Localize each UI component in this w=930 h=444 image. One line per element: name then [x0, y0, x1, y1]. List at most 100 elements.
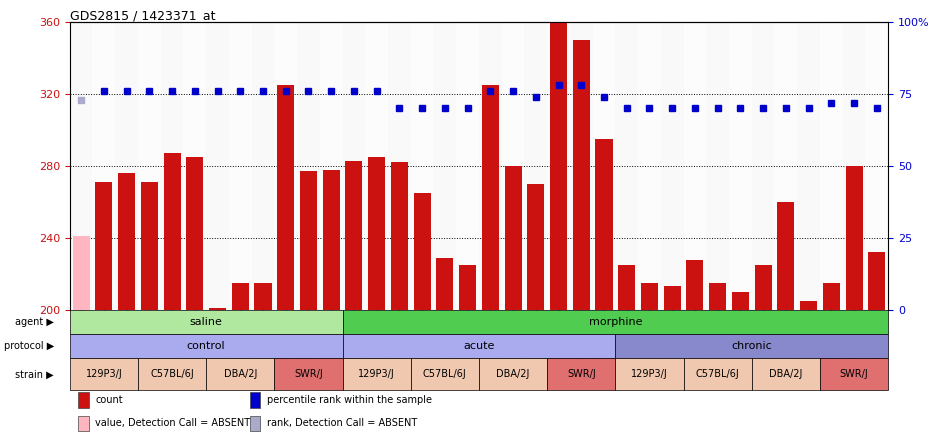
Text: acute: acute	[463, 341, 495, 351]
Bar	[843, 22, 866, 310]
Bar	[616, 358, 684, 390]
Bar	[504, 166, 522, 310]
Bar	[342, 334, 616, 358]
Text: DBA/2J: DBA/2J	[223, 369, 257, 379]
Bar	[845, 166, 862, 310]
Bar	[686, 259, 703, 310]
Bar	[368, 157, 385, 310]
Bar	[616, 334, 888, 358]
Bar	[616, 22, 638, 310]
Bar	[250, 416, 260, 431]
Bar	[684, 22, 706, 310]
Bar	[436, 258, 454, 310]
Text: count: count	[95, 395, 123, 405]
Bar	[800, 301, 817, 310]
Bar	[641, 283, 658, 310]
Bar	[479, 358, 547, 390]
Bar	[684, 358, 751, 390]
Bar	[706, 22, 729, 310]
Bar	[73, 236, 89, 310]
Bar	[274, 22, 297, 310]
Bar	[92, 22, 115, 310]
Bar	[820, 358, 888, 390]
Text: DBA/2J: DBA/2J	[769, 369, 803, 379]
Bar	[775, 22, 797, 310]
Bar	[183, 22, 206, 310]
Bar	[820, 22, 843, 310]
Bar	[388, 22, 411, 310]
Bar	[550, 22, 567, 310]
Bar	[732, 292, 749, 310]
Bar	[823, 283, 840, 310]
Text: value, Detection Call = ABSENT: value, Detection Call = ABSENT	[95, 419, 250, 428]
Bar	[414, 193, 431, 310]
Bar	[459, 265, 476, 310]
Bar	[250, 392, 260, 408]
Bar	[547, 22, 570, 310]
Bar	[320, 22, 342, 310]
Bar	[570, 22, 592, 310]
Bar	[525, 22, 547, 310]
Bar	[206, 358, 274, 390]
Text: SWR/J: SWR/J	[567, 369, 595, 379]
Bar	[138, 22, 161, 310]
Bar	[618, 265, 635, 310]
Bar	[277, 85, 294, 310]
Text: morphine: morphine	[589, 317, 642, 327]
Bar	[70, 310, 342, 334]
Text: saline: saline	[190, 317, 222, 327]
Bar	[592, 22, 616, 310]
Bar	[140, 182, 158, 310]
Bar	[479, 22, 501, 310]
Bar	[299, 171, 317, 310]
Bar	[78, 392, 88, 408]
Bar	[709, 283, 726, 310]
Text: C57BL/6J: C57BL/6J	[423, 369, 467, 379]
Text: 129P3/J: 129P3/J	[86, 369, 122, 379]
Text: rank, Detection Call = ABSENT: rank, Detection Call = ABSENT	[267, 419, 418, 428]
Text: 129P3/J: 129P3/J	[631, 369, 668, 379]
Bar	[869, 252, 885, 310]
Bar	[751, 22, 775, 310]
Text: protocol ▶: protocol ▶	[4, 341, 54, 351]
Bar	[229, 22, 252, 310]
Text: agent ▶: agent ▶	[15, 317, 54, 327]
Bar	[255, 283, 272, 310]
Bar	[161, 22, 183, 310]
Bar	[95, 182, 113, 310]
Text: strain ▶: strain ▶	[15, 369, 54, 379]
Text: SWR/J: SWR/J	[840, 369, 869, 379]
Text: percentile rank within the sample: percentile rank within the sample	[267, 395, 432, 405]
Bar	[186, 157, 204, 310]
Bar	[661, 22, 684, 310]
Bar	[501, 22, 525, 310]
Bar	[345, 161, 363, 310]
Bar	[573, 40, 590, 310]
Text: GDS2815 / 1423371_at: GDS2815 / 1423371_at	[70, 9, 215, 22]
Bar	[595, 139, 613, 310]
Bar	[751, 358, 820, 390]
Bar	[411, 358, 479, 390]
Bar	[729, 22, 751, 310]
Bar	[365, 22, 388, 310]
Bar	[527, 184, 544, 310]
Bar	[118, 173, 135, 310]
Text: C57BL/6J: C57BL/6J	[696, 369, 739, 379]
Bar	[70, 358, 138, 390]
Bar	[232, 283, 248, 310]
Bar	[411, 22, 433, 310]
Bar	[164, 154, 180, 310]
Bar	[70, 334, 342, 358]
Bar	[664, 286, 681, 310]
Bar	[457, 22, 479, 310]
Bar	[252, 22, 274, 310]
Bar	[754, 265, 772, 310]
Bar	[342, 358, 411, 390]
Bar	[209, 308, 226, 310]
Text: chronic: chronic	[731, 341, 772, 351]
Bar	[297, 22, 320, 310]
Text: 129P3/J: 129P3/J	[358, 369, 395, 379]
Bar	[777, 202, 794, 310]
Bar	[78, 416, 88, 431]
Bar	[342, 22, 365, 310]
